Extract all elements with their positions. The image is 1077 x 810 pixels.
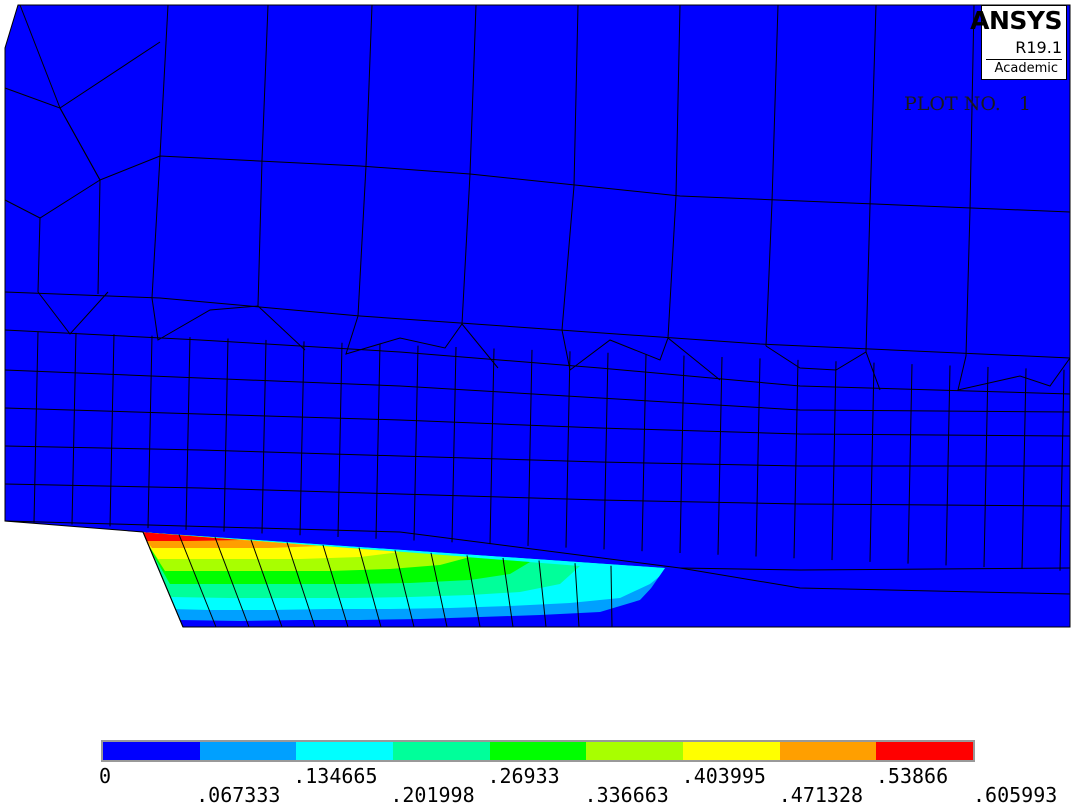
legend-color-8 [876,742,974,760]
legend-tick-lower-0: .067333 [196,783,281,807]
mesh-line [565,351,571,548]
mesh-line [261,339,267,534]
mesh-line [574,563,580,628]
legend-tick-upper-1: .134665 [293,764,378,788]
mesh-body [5,5,1070,627]
legend-color-2 [296,742,394,760]
mesh-line [466,555,481,628]
ansys-logo: ANSYS R19.1 Academic [970,5,1067,80]
mesh-line [1059,369,1065,571]
mesh-line [413,345,419,541]
mesh-line [109,334,115,527]
mesh-line [430,552,448,628]
mesh-line [603,352,609,550]
plot-number-label: PLOT NO. 1 [904,93,1032,115]
mesh-line [755,358,761,557]
mesh-line [375,344,381,539]
mesh-line [679,355,685,553]
contour-legend-bar [101,740,975,762]
contour-plot-area [4,4,1071,628]
mesh-line [907,364,913,564]
legend-tick-upper-4: .53866 [875,764,949,788]
fine-verticals [33,331,1065,571]
legend-tick-lower-1: .201998 [390,783,475,807]
mesh-line [286,542,316,628]
legend-tick-upper-3: .403995 [681,764,766,788]
mesh-line [358,547,382,628]
mesh-line [337,342,343,537]
mesh-line [322,544,349,628]
mesh-line [178,534,217,628]
mesh-line [869,362,875,562]
legend-color-5 [586,742,684,760]
mesh-line [185,337,191,530]
legend-tick-lower-3: .471328 [778,783,864,807]
legend-tick-upper-2: .26933 [487,764,560,788]
mesh-line [538,560,547,628]
mesh-line [223,338,229,532]
legend-color-4 [489,742,587,760]
mesh-line [71,332,77,525]
legend-tick-lower-4: .605993 [973,783,1058,807]
mesh-line [299,341,305,536]
legend-tick-upper-0: 0 [99,764,112,788]
legend-color-0 [103,742,200,760]
mesh-line [147,335,153,529]
legend-color-3 [393,742,490,760]
mesh-line [214,537,250,628]
logo-edition: Academic [994,61,1058,76]
logo-name: ANSYS [970,6,1062,35]
mesh-line [502,557,514,628]
legend-color-7 [779,742,877,760]
mesh-line [945,365,951,566]
legend-color-1 [199,742,297,760]
mesh-line [451,347,457,543]
mesh-line [610,565,613,628]
mesh-line [527,349,533,546]
legend-tick-lower-2: .336663 [584,783,669,807]
legend-color-6 [683,742,780,760]
mesh-lines [4,4,1071,595]
mesh-line [33,331,39,523]
mesh-line [717,356,723,555]
mesh-line [793,359,799,559]
mesh-outline [4,4,1071,628]
mesh-line [641,354,647,552]
mesh-line [1021,368,1027,569]
mesh-line [983,366,989,568]
mesh-line [250,539,283,628]
logo-version: R19.1 [1015,38,1062,57]
logo-divider [986,59,1062,60]
mesh-line [831,361,837,561]
triangle-verticals [142,531,613,628]
mesh-line [394,550,415,628]
mesh-line [489,348,495,545]
